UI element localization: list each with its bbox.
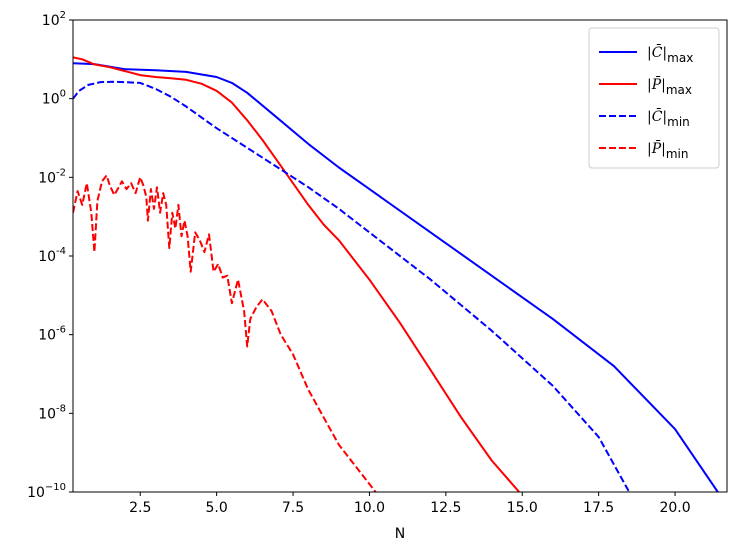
legend-label-1: |C̄|max [647,43,693,65]
series-line-4 [73,174,377,492]
y-tick-label: 100 [42,89,66,108]
legend-box [588,27,720,169]
y-tick-label: 10−10 [27,482,66,501]
legend: |C̄|max |P̄|max |C̄|min |P̄|min [588,27,720,169]
series-line-2 [73,56,520,492]
y-tick-label: 10-4 [38,246,66,265]
y-tick-label: 102 [42,10,66,29]
x-tick-label: 7.5 [282,500,304,516]
y-tick-label: 10-2 [38,167,66,186]
legend-label-2: |P̄|max [647,75,692,97]
x-tick-label: 12.5 [430,500,461,516]
x-axis: 2.5 5.0 7.5 10.0 12.5 15.0 17.5 20.0 [129,492,691,516]
series-line-3 [73,80,631,492]
x-tick-label: 17.5 [583,500,614,516]
x-tick-label: 20.0 [659,500,690,516]
x-tick-label: 10.0 [354,500,385,516]
y-tick-label: 10-6 [38,325,66,344]
y-tick-label: 10-8 [38,403,66,422]
legend-label-4: |P̄|min [647,139,689,161]
x-tick-label: 15.0 [507,500,538,516]
legend-label-3: |C̄|min [647,107,690,129]
y-axis: 102 100 10-2 10-4 10-6 10-8 10−10 [27,10,73,501]
x-axis-label: N [395,526,405,542]
x-tick-label: 5.0 [206,500,228,516]
series-line-1 [73,62,719,492]
series-layer [73,56,719,492]
x-tick-label: 2.5 [129,500,151,516]
